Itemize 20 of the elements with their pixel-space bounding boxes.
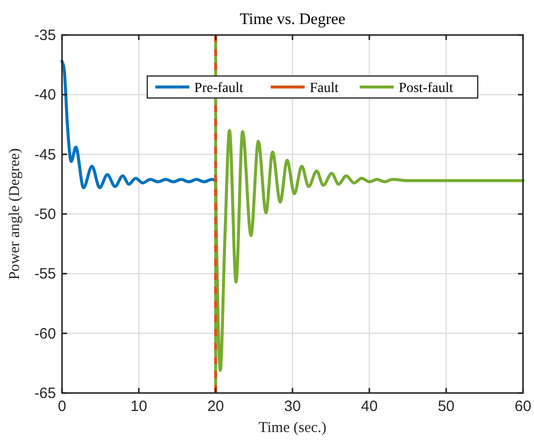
chart-title: Time vs. Degree	[240, 11, 346, 28]
x-tick-label: 60	[514, 398, 532, 415]
x-tick-label: 10	[130, 398, 148, 415]
y-tick-label: -55	[34, 266, 56, 283]
y-tick-label: -35	[34, 27, 56, 44]
legend-label: Post-fault	[398, 81, 454, 96]
y-tick-label: -50	[34, 206, 56, 223]
x-tick-label: 40	[360, 398, 378, 415]
x-tick-label: 20	[207, 398, 224, 415]
legend-label: Pre-fault	[194, 81, 244, 96]
legend-label: Fault	[310, 81, 339, 96]
y-tick-label: -60	[34, 325, 56, 342]
y-tick-label: -40	[34, 86, 56, 104]
y-axis-title: Power angle (Degree)	[7, 148, 23, 280]
x-axis-title: Time (sec.)	[258, 420, 326, 436]
x-tick-label: 0	[58, 398, 66, 415]
x-tick-label: 30	[284, 398, 301, 415]
y-tick-label: -45	[34, 146, 56, 164]
x-tick-label: 50	[438, 398, 455, 415]
y-tick-label: -65	[34, 385, 56, 402]
